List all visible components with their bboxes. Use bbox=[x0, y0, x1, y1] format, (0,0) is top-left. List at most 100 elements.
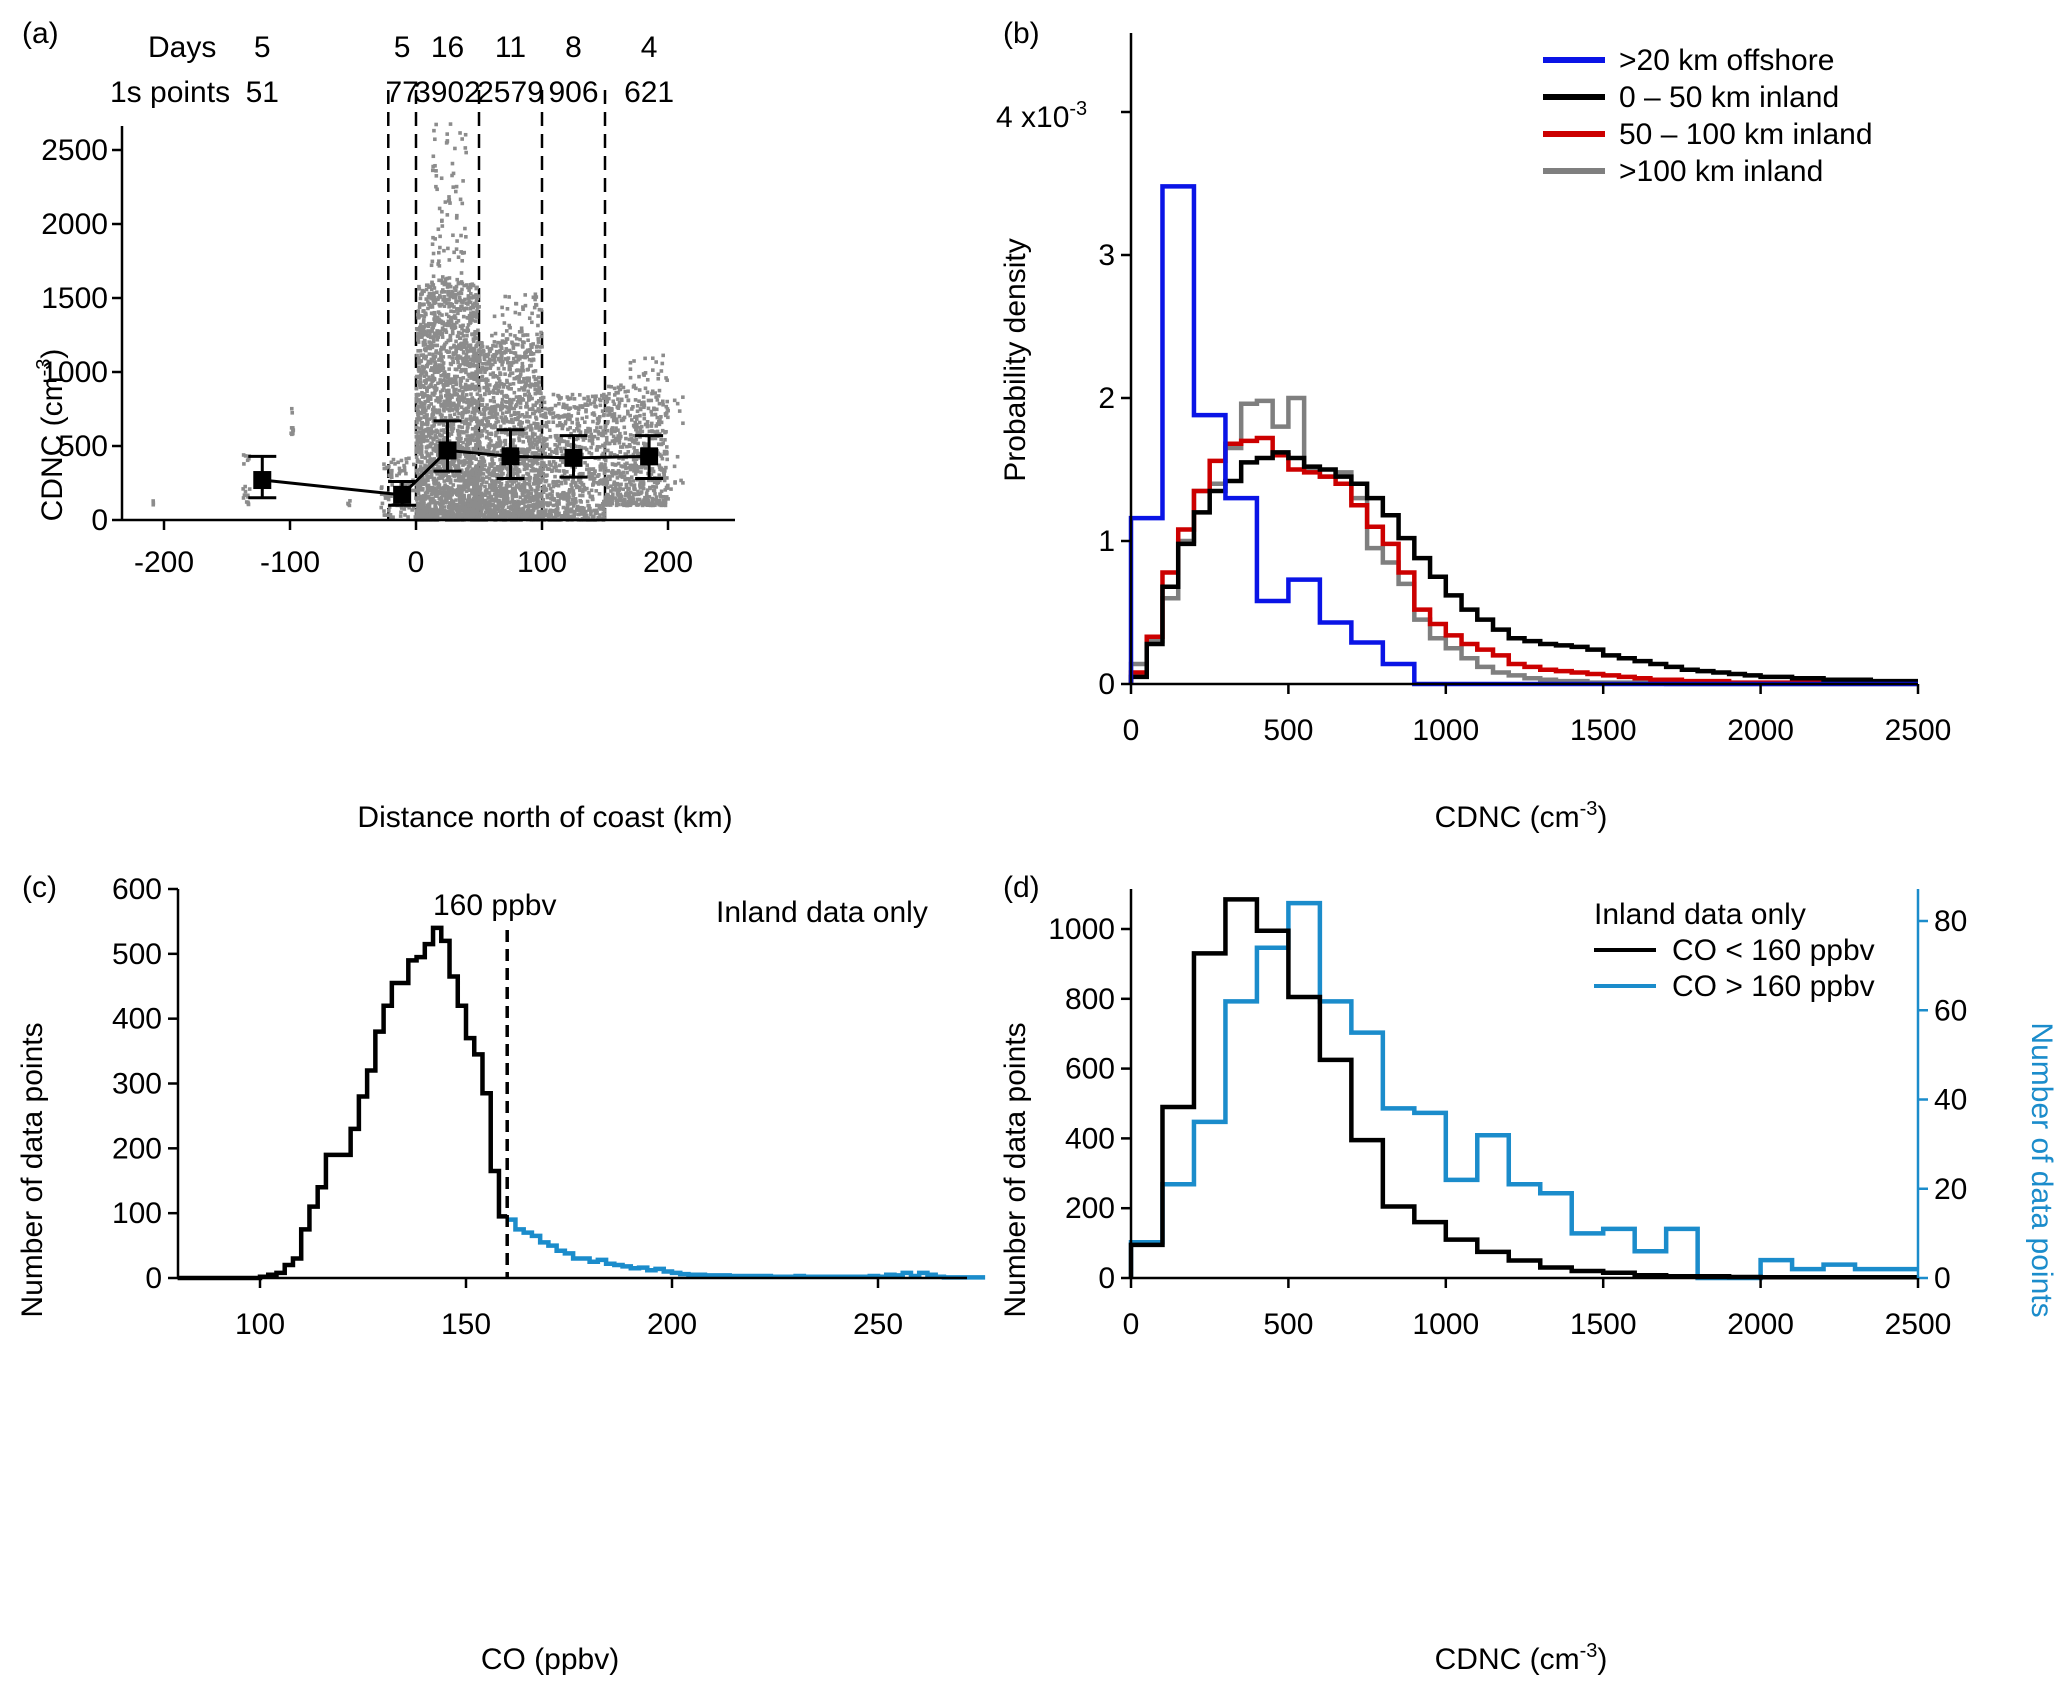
scatter-point bbox=[512, 412, 517, 416]
scatter-point bbox=[471, 357, 476, 362]
scatter-point bbox=[446, 391, 450, 396]
scatter-point bbox=[537, 380, 541, 384]
scatter-point bbox=[579, 445, 584, 450]
scatter-point bbox=[505, 307, 510, 311]
scatter-point bbox=[527, 424, 531, 429]
scatter-point bbox=[505, 395, 509, 399]
scatter-point bbox=[419, 411, 423, 416]
scatter-point bbox=[448, 509, 452, 513]
scatter-point bbox=[523, 333, 527, 337]
scatter-point bbox=[537, 428, 542, 432]
scatter-point bbox=[553, 510, 558, 515]
scatter-point bbox=[387, 505, 392, 509]
scatter-point bbox=[662, 472, 666, 476]
scatter-point bbox=[459, 385, 464, 390]
scatter-point bbox=[421, 439, 425, 444]
scatter-point bbox=[427, 434, 432, 438]
scatter-point bbox=[486, 387, 491, 391]
scatter-point bbox=[432, 430, 437, 434]
scatter-point bbox=[612, 441, 617, 446]
scatter-point bbox=[617, 488, 622, 492]
scatter-point bbox=[466, 398, 471, 403]
scatter-point bbox=[466, 294, 471, 298]
scatter-point bbox=[463, 387, 467, 392]
scatter-point bbox=[480, 397, 485, 402]
scatter-point bbox=[490, 443, 495, 448]
scatter-point bbox=[518, 457, 523, 461]
scatter-point bbox=[456, 255, 461, 260]
scatter-point bbox=[487, 357, 492, 362]
scatter-point bbox=[450, 294, 455, 299]
scatter-point bbox=[430, 366, 434, 370]
scatter-point bbox=[583, 509, 588, 514]
scatter-point bbox=[512, 406, 517, 411]
scatter-point bbox=[434, 290, 439, 294]
scatter-point bbox=[560, 415, 565, 419]
scatter-point bbox=[593, 397, 597, 402]
scatter-point bbox=[514, 368, 519, 373]
scatter-point bbox=[527, 376, 531, 381]
scatter-point bbox=[466, 466, 470, 471]
scatter-point bbox=[603, 499, 607, 504]
scatter-point bbox=[500, 351, 505, 355]
scatter-point bbox=[492, 390, 496, 395]
scatter-point bbox=[402, 468, 407, 473]
scatter-point bbox=[541, 449, 546, 454]
scatter-point bbox=[468, 507, 473, 512]
scatter-point bbox=[467, 474, 472, 479]
scatter-point bbox=[624, 394, 629, 399]
scatter-point bbox=[459, 516, 464, 520]
scatter-point bbox=[440, 313, 444, 317]
scatter-point bbox=[478, 489, 482, 494]
scatter-point bbox=[496, 366, 501, 371]
scatter-point bbox=[462, 399, 466, 404]
scatter-point bbox=[243, 454, 248, 458]
scatter-point bbox=[518, 426, 523, 430]
scatter-point bbox=[491, 512, 495, 516]
scatter-point bbox=[624, 466, 628, 471]
scatter-point bbox=[526, 338, 530, 343]
scatter-point bbox=[433, 318, 438, 322]
scatter-point bbox=[430, 500, 435, 505]
scatter-point bbox=[637, 420, 642, 425]
scatter-point bbox=[442, 505, 447, 509]
scatter-point bbox=[389, 460, 394, 465]
scatter-point bbox=[449, 323, 454, 328]
scatter-point bbox=[491, 371, 496, 375]
scatter-point bbox=[513, 515, 518, 519]
scatter-point bbox=[473, 489, 477, 493]
scatter-point bbox=[426, 515, 430, 520]
scatter-point bbox=[503, 431, 508, 435]
scatter-point bbox=[659, 454, 664, 458]
scatter-point bbox=[431, 412, 435, 416]
scatter-point bbox=[517, 329, 522, 334]
scatter-point bbox=[503, 372, 507, 376]
scatter-point bbox=[404, 471, 408, 476]
scatter-point bbox=[657, 388, 662, 393]
scatter-point bbox=[468, 319, 472, 323]
scatter-point bbox=[425, 438, 430, 443]
scatter-point bbox=[599, 462, 604, 466]
scatter-point bbox=[593, 404, 597, 408]
scatter-point bbox=[523, 303, 528, 308]
scatter-point bbox=[419, 499, 423, 504]
scatter-point bbox=[535, 349, 539, 354]
scatter-point bbox=[452, 305, 456, 309]
scatter-point bbox=[423, 463, 427, 468]
scatter-point bbox=[420, 505, 425, 510]
scatter-point bbox=[481, 492, 485, 497]
scatter-point bbox=[439, 471, 443, 475]
scatter-point bbox=[466, 437, 470, 442]
scatter-point bbox=[411, 488, 415, 493]
scatter-point bbox=[503, 399, 508, 404]
scatter-point bbox=[567, 407, 571, 412]
scatter-point bbox=[546, 420, 551, 424]
scatter-point bbox=[514, 354, 519, 358]
scatter-point bbox=[478, 445, 482, 449]
scatter-point bbox=[502, 498, 506, 503]
scatter-point bbox=[458, 376, 463, 381]
scatter-point bbox=[592, 472, 597, 476]
scatter-point bbox=[430, 294, 435, 298]
scatter-point bbox=[453, 314, 457, 318]
scatter-point bbox=[466, 446, 471, 451]
